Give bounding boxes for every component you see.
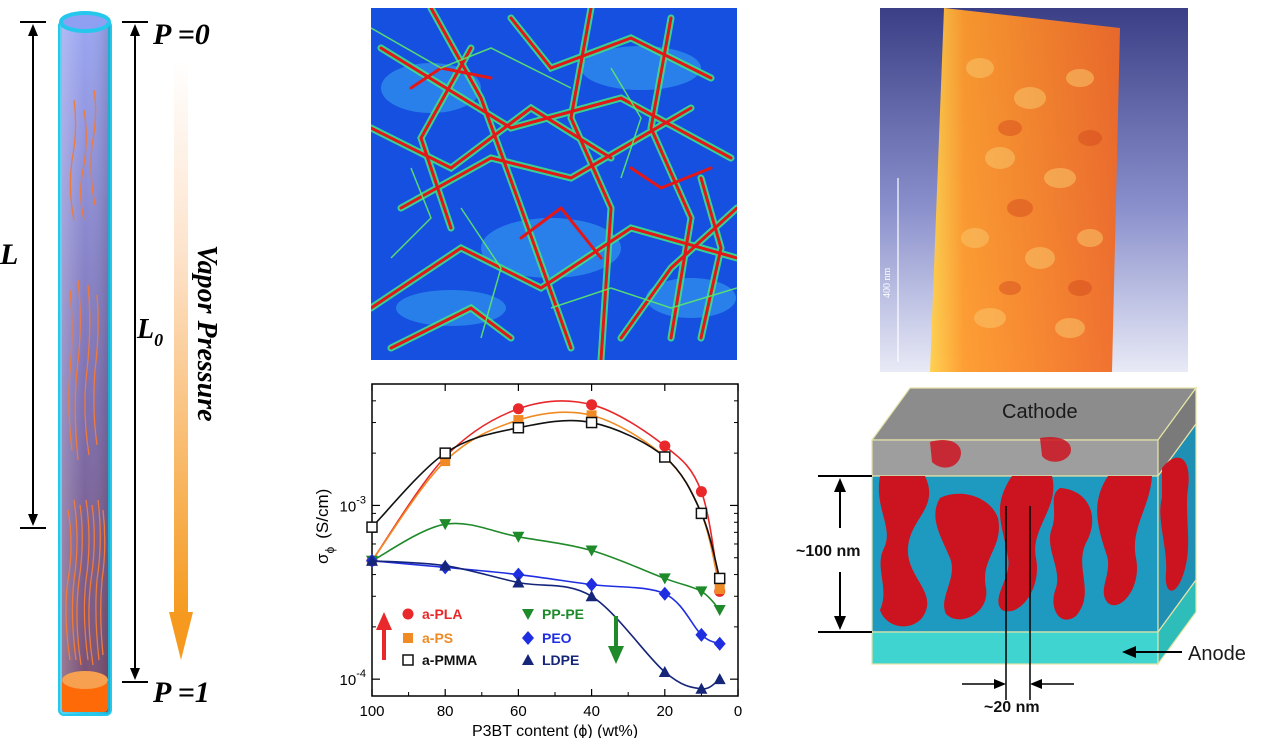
series-line-a-ps xyxy=(371,411,721,590)
label-L: L xyxy=(0,238,18,271)
conductivity-chart: 100 80 60 40 20 0 10-4 10-3 P3BT content (ϕ) (wt… xyxy=(313,383,742,738)
point-peo xyxy=(713,636,726,651)
x-axis-label: P3BT content (ϕ) (wt%) xyxy=(472,723,638,738)
scale-bar-label: 400 nm xyxy=(882,267,893,298)
legend-marker-a-pmma xyxy=(402,654,414,666)
length-L0-dimension xyxy=(122,21,148,683)
legend-marker-pp-pe xyxy=(522,609,534,620)
point-pp-pe xyxy=(658,573,671,585)
point-peo xyxy=(512,567,525,582)
point-a-pla xyxy=(695,486,707,498)
point-a-ps xyxy=(586,410,597,421)
legend-label-a-pmma: a-PMMA xyxy=(422,652,477,668)
fiber-network-image xyxy=(371,8,737,360)
point-a-pmma xyxy=(713,572,726,585)
point-peo xyxy=(585,577,598,592)
legend-label-ldpe: LDPE xyxy=(542,652,579,668)
donor-domains xyxy=(878,436,1189,627)
point-a-pla xyxy=(586,399,598,411)
trend-arrow-up-head xyxy=(376,612,392,630)
y-axis-label: σϕ(S/cm) xyxy=(313,489,337,564)
point-ldpe xyxy=(713,673,726,685)
point-pp-pe xyxy=(585,545,598,557)
legend-marker-a-pla xyxy=(402,608,414,620)
point-ldpe xyxy=(512,576,525,588)
length-L-dimension xyxy=(20,21,46,529)
trend-arrow-down-head xyxy=(608,646,624,664)
tube xyxy=(58,11,112,716)
point-a-pmma xyxy=(439,447,451,459)
label-p-bottom: P =1 xyxy=(152,676,210,709)
plot-frame xyxy=(371,383,739,697)
legend-label-pp-pe: PP-PE xyxy=(542,606,584,622)
label-L0: L0 xyxy=(136,314,163,350)
y-tick-label: 10-3 xyxy=(340,494,366,515)
point-ldpe xyxy=(585,590,598,602)
tube-fibers xyxy=(65,89,106,666)
point-a-pla xyxy=(512,403,524,415)
point-pp-pe xyxy=(713,605,726,617)
x-tick-label: 20 xyxy=(656,703,673,720)
thickness-dimension xyxy=(818,475,872,633)
device-schematic: Cathode Anode ~100 nm ~20 nm xyxy=(796,386,1246,716)
legend-label-a-pla: a-PLA xyxy=(422,606,462,622)
anode-arrow xyxy=(1122,646,1182,658)
tube-vapor-panel: L L0 P =0 P =1 Vapor Pressure xyxy=(0,11,222,716)
point-ldpe xyxy=(366,554,378,566)
point-peo xyxy=(695,627,708,642)
point-a-pmma xyxy=(366,521,378,533)
x-tick-label: 60 xyxy=(510,703,527,720)
point-ldpe xyxy=(658,665,671,677)
point-a-ps xyxy=(714,584,725,595)
label-p-top: P =0 xyxy=(152,18,210,51)
anode-front xyxy=(871,631,1159,665)
width-dimension xyxy=(962,506,1074,700)
legend-marker-ldpe xyxy=(522,654,534,665)
point-a-ps xyxy=(513,415,524,426)
point-a-pmma xyxy=(585,416,598,429)
point-a-ps xyxy=(440,456,451,467)
x-tick-label: 40 xyxy=(583,703,600,720)
vapor-pressure-arrow xyxy=(169,60,193,660)
point-ldpe xyxy=(439,559,452,571)
point-pp-pe xyxy=(512,531,525,543)
tomography-image xyxy=(880,8,1188,372)
anode-label: Anode xyxy=(1188,643,1246,665)
legend-marker-a-ps xyxy=(403,633,413,643)
thickness-label: ~100 nm xyxy=(796,543,860,560)
point-peo xyxy=(658,586,671,601)
legend-marker-peo xyxy=(522,631,534,645)
cathode-label: Cathode xyxy=(1002,401,1078,423)
label-vapor-pressure: Vapor Pressure xyxy=(191,245,222,422)
point-pp-pe xyxy=(439,519,452,531)
point-a-pmma xyxy=(659,451,671,463)
point-ldpe xyxy=(695,682,708,694)
legend-label-a-ps: a-PS xyxy=(422,630,453,646)
x-tick-label: 80 xyxy=(437,703,454,720)
x-tick-label: 100 xyxy=(359,703,384,720)
cathode-front xyxy=(871,439,1159,477)
x-tick-label: 0 xyxy=(734,703,742,720)
point-a-pmma xyxy=(695,507,708,520)
point-a-pla xyxy=(659,440,671,452)
legend-label-peo: PEO xyxy=(542,630,572,646)
point-pp-pe xyxy=(695,586,708,598)
point-a-pmma xyxy=(512,421,525,434)
width-label: ~20 nm xyxy=(984,699,1040,716)
y-tick-label: 10-4 xyxy=(340,668,366,689)
